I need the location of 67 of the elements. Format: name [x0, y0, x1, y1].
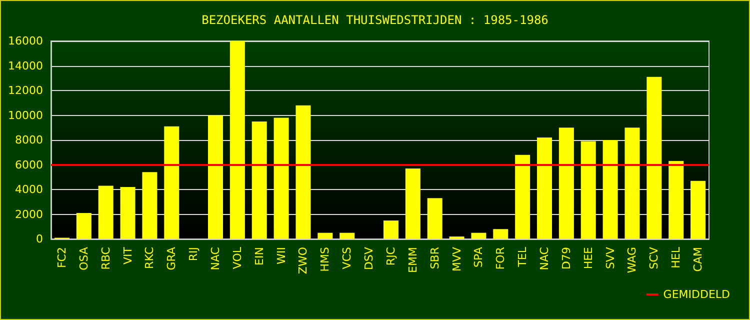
- x-tick-label: VIT: [121, 246, 134, 264]
- x-tick-label: FOR: [494, 246, 508, 270]
- legend-label: GEMIDDELD: [663, 288, 730, 301]
- x-tick-label: SPA: [472, 246, 486, 268]
- x-tick-label: SCV: [648, 246, 661, 270]
- bar: [624, 128, 640, 239]
- x-tick-label: ZWO: [296, 246, 310, 274]
- bar: [383, 220, 398, 239]
- x-tick-label: HEE: [582, 246, 595, 270]
- bar: [646, 76, 662, 239]
- y-tick-label: 4000: [15, 183, 43, 196]
- x-tick-label: RIJ: [187, 247, 200, 262]
- x-tick-label: WAG: [626, 247, 639, 274]
- y-tick-label: 6000: [15, 158, 43, 172]
- y-tick-label: 2000: [15, 208, 43, 221]
- bar: [471, 232, 486, 239]
- bar: [208, 115, 223, 239]
- x-tick-label: RKC: [143, 246, 156, 269]
- x-tick-label: D79: [560, 247, 573, 270]
- x-tick-label: EIN: [252, 247, 266, 266]
- y-tick-label: 12000: [8, 84, 43, 97]
- y-tick-label: 16000: [8, 34, 43, 48]
- bar: [98, 186, 114, 239]
- x-tick-label: FC2: [55, 247, 68, 268]
- x-tick-label: SVV: [604, 246, 617, 270]
- y-tick-label: 0: [36, 232, 43, 246]
- x-tick-label: NAC: [209, 246, 222, 270]
- x-tick-label: GRA: [165, 246, 178, 270]
- bar: [274, 118, 289, 239]
- x-tick-label: MVV: [450, 246, 464, 272]
- bar: [164, 126, 180, 239]
- bar: [558, 128, 574, 239]
- bar: [515, 154, 530, 239]
- x-tick-label: VOL: [230, 246, 244, 270]
- bar: [493, 229, 508, 239]
- x-tick-label: OSA: [77, 246, 90, 270]
- x-tick-label: RJC: [384, 246, 398, 266]
- x-tick-label: CAM: [692, 247, 705, 272]
- x-tick-label: HEL: [670, 246, 683, 268]
- x-tick-label: RBC: [99, 246, 112, 270]
- x-tick-label: HMS: [318, 246, 332, 272]
- bar: [296, 105, 311, 239]
- bar: [580, 141, 596, 239]
- bar: [142, 172, 158, 239]
- x-tick-label: SBR: [428, 246, 442, 270]
- bar: [427, 198, 442, 239]
- bar: [602, 140, 618, 239]
- bar: [120, 187, 136, 239]
- bar: [76, 213, 92, 239]
- x-tick-label: EMM: [406, 247, 420, 273]
- x-tick-label: WII: [274, 247, 288, 264]
- x-tick-label: DSV: [362, 246, 376, 270]
- bar: [405, 168, 420, 239]
- bar: [668, 161, 684, 239]
- bar: [318, 232, 333, 239]
- bar: [537, 138, 552, 239]
- x-tick-label: TEL: [516, 246, 530, 268]
- bar: [230, 41, 245, 239]
- x-tick-label: NAC: [538, 246, 551, 270]
- y-tick-label: 14000: [8, 59, 43, 72]
- bar: [690, 180, 706, 239]
- y-tick-label: 10000: [8, 108, 43, 122]
- chart-title: BEZOEKERS AANTALLEN THUISWEDSTRIJDEN : 1985-1986: [202, 13, 548, 27]
- bar: [340, 232, 355, 239]
- bar: [252, 121, 267, 239]
- x-tick-label: VCS: [340, 247, 354, 270]
- y-tick-label: 8000: [15, 134, 43, 146]
